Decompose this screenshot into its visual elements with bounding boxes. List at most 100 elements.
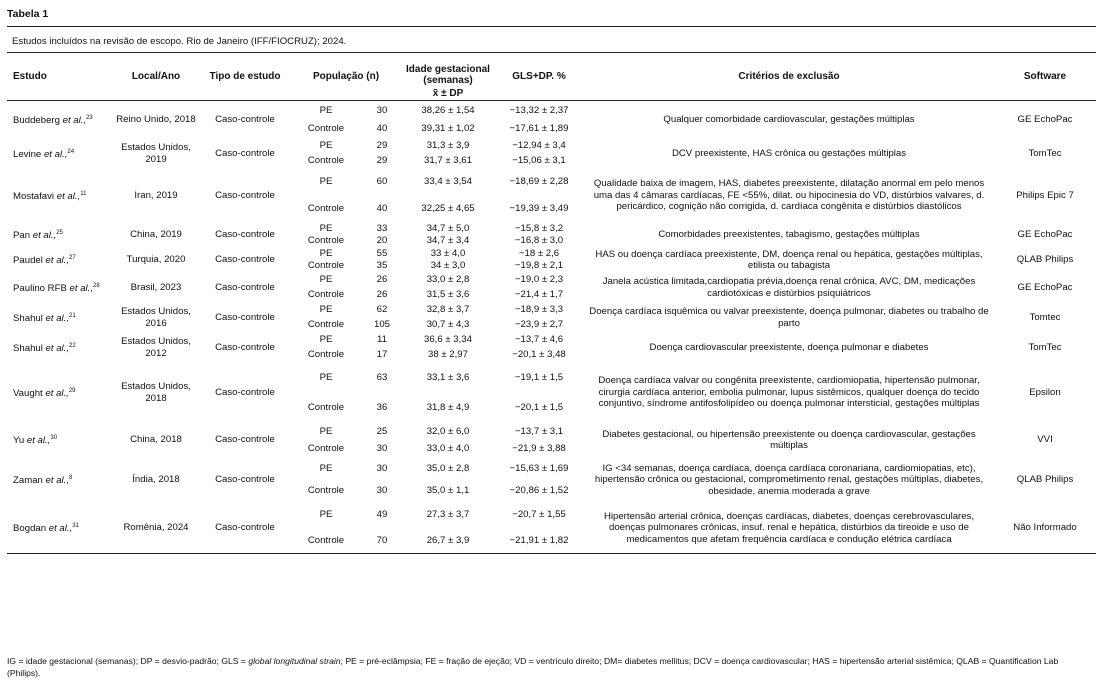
study-tipo: Caso-controle <box>215 386 275 398</box>
study-local: Iran, 2019 <box>134 189 178 201</box>
gls-value: −18,9 ± 3,3 <box>514 304 564 316</box>
exclusion-criteria: HAS ou doença cardíaca preexistente, DM,… <box>595 248 983 272</box>
gls-value: −15,8 ± 3,2 <box>514 222 564 234</box>
study-author: Shahul et al.,21 <box>7 303 112 333</box>
pop-label: PE <box>319 104 333 116</box>
pop-label: Controle <box>307 235 345 247</box>
software: QLAB Philips <box>1016 254 1074 266</box>
reference-number: 8 <box>69 475 73 482</box>
pop-n: 30 <box>376 104 388 116</box>
gls-value: −21,4 ± 1,7 <box>514 289 564 301</box>
pop-n: 70 <box>376 534 388 546</box>
table-row: Buddeberg et al.,23 Reino Unido, 2018 Caso… <box>7 101 1096 127</box>
study-author: Vaught et al.,29 <box>7 363 112 423</box>
ig-value: 32,8 ± 3,7 <box>426 304 470 316</box>
pop-n: 30 <box>376 443 388 455</box>
reference-number: 27 <box>69 255 76 262</box>
et-al: et al., <box>56 190 81 202</box>
reference-number: 23 <box>86 115 93 121</box>
study-local: Índia, 2018 <box>132 474 180 486</box>
table-row: Zaman et al.,8 Índia, 2018 Caso-controle PE… <box>7 458 1096 497</box>
pop-n: 36 <box>376 401 388 413</box>
et-al: et al., <box>45 475 69 487</box>
software: TomTec <box>1028 147 1062 159</box>
ig-value: 34,7 ± 5,0 <box>426 222 470 234</box>
gls-value: −13,7 ± 4,6 <box>514 334 564 346</box>
table-row: Controle 35 34 ± 3,0 −19,8 ± 2,1 <box>7 260 1096 273</box>
reference-number: 25 <box>56 230 63 237</box>
reference-number: 30 <box>50 435 58 442</box>
study-tipo: Caso-controle <box>215 147 275 159</box>
author-name: Vaught <box>13 387 43 399</box>
study-tipo: Caso-controle <box>215 114 275 125</box>
pop-label: Controle <box>307 203 345 215</box>
pop-label: Controle <box>307 289 345 301</box>
pop-label: PE <box>319 462 333 474</box>
software: GE EchoPac <box>1017 114 1073 125</box>
pop-label: Controle <box>307 319 345 331</box>
ig-value: 34,7 ± 3,4 <box>426 235 470 247</box>
pop-n: 29 <box>376 140 388 152</box>
et-al: et al., <box>62 115 87 126</box>
ig-value: 31,5 ± 3,6 <box>426 289 470 301</box>
studies-table: Estudo Local/Ano Tipo de estudo Populaçã… <box>7 52 1096 554</box>
author-name: Mostafavi <box>13 190 55 202</box>
reference-number: 21 <box>69 312 76 319</box>
exclusion-criteria: Qualquer comorbidade cardiovascular, ges… <box>663 114 915 125</box>
pop-n: 11 <box>377 334 387 346</box>
study-local: Turquia, 2020 <box>126 254 186 266</box>
exclusion-criteria: Qualidade baixa de imagem, HAS, diabetes… <box>593 178 985 213</box>
et-al: et al., <box>45 387 69 399</box>
software: Tomtec <box>1029 311 1061 323</box>
pop-label: PE <box>319 334 333 346</box>
pop-label: PE <box>319 274 333 286</box>
footnote-text: IG = idade gestacional (semanas); DP = d… <box>7 656 249 666</box>
ig-value: 38,26 ± 1,54 <box>421 104 475 116</box>
ig-value: 33 ± 4,0 <box>430 247 466 259</box>
ig-value: 32,0 ± 6,0 <box>426 425 470 437</box>
study-author: Pan et al.,25 <box>7 223 112 248</box>
pop-label: PE <box>319 176 333 188</box>
pop-label: PE <box>319 509 333 521</box>
gls-value: −13,7 ± 3,1 <box>514 425 564 437</box>
exclusion-criteria: Doença cardiovascular preexistente, doen… <box>649 341 929 353</box>
table-row: Levine et al.,24 Estados Unidos, 2019 Caso… <box>7 139 1096 164</box>
software: Não Informado <box>1013 522 1077 533</box>
study-tipo: Caso-controle <box>215 341 275 353</box>
table-row: Controle 30 33,0 ± 4,0 −21,9 ± 3,88 <box>7 441 1096 458</box>
divider <box>7 26 1096 27</box>
exclusion-criteria: Hipertensão arterial crônica, doenças ca… <box>603 510 975 545</box>
author-name: Shahul <box>13 312 43 324</box>
table-row: Vaught et al.,29 Estados Unidos, 2018 Caso… <box>7 363 1096 410</box>
study-tipo: Caso-controle <box>215 474 275 486</box>
ig-value: 31,3 ± 3,9 <box>426 140 470 152</box>
exclusion-criteria: IG <34 semanas, doença cardíaca, doença … <box>594 462 984 497</box>
pop-n: 40 <box>376 123 388 135</box>
exclusion-criteria: DCV preexistente, HAS crônica ou gestaçõ… <box>671 147 907 159</box>
study-tipo: Caso-controle <box>215 281 275 293</box>
table-caption: Estudos incluídos na revisão de escopo. … <box>12 36 347 47</box>
study-tipo: Caso-controle <box>215 229 275 241</box>
study-tipo: Caso-controle <box>215 522 275 533</box>
study-local: Estados Unidos, 2019 <box>121 142 191 165</box>
gls-value: −18 ± 2,6 <box>518 247 560 259</box>
gls-value: −13,32 ± 2,37 <box>509 104 569 116</box>
study-local: Romênia, 2024 <box>123 522 189 533</box>
ig-value: 32,25 ± 4,65 <box>421 203 475 215</box>
study-author: Paudel et al.,27 <box>7 248 112 273</box>
study-local: China, 2019 <box>130 229 182 241</box>
pop-label: PE <box>319 140 333 152</box>
table-row: Controle 26 31,5 ± 3,6 −21,4 ± 1,7 <box>7 288 1096 303</box>
pop-label: PE <box>319 222 333 234</box>
gls-value: −20,86 ± 1,52 <box>509 485 569 497</box>
table-row: Paulino RFB et al.,28 Brasil, 2023 Caso-co… <box>7 273 1096 298</box>
table-row: Bogdan et al.,31 Romênia, 2024 Caso-contro… <box>7 503 1096 544</box>
gls-value: −23,9 ± 2,7 <box>514 319 564 331</box>
software: GE EchoPac <box>1017 281 1073 293</box>
ig-value: 35,0 ± 2,8 <box>426 462 470 474</box>
table-row: Paudel et al.,27 Turquia, 2020 Caso-contro… <box>7 247 1096 271</box>
ig-value: 33,0 ± 4,0 <box>426 443 470 455</box>
table-row: Controle 17 38 ± 2,97 −20,1 ± 3,48 <box>7 348 1096 363</box>
gls-value: −19,39 ± 3,49 <box>509 203 569 215</box>
study-author: Bogdan et al.,31 <box>7 503 112 554</box>
